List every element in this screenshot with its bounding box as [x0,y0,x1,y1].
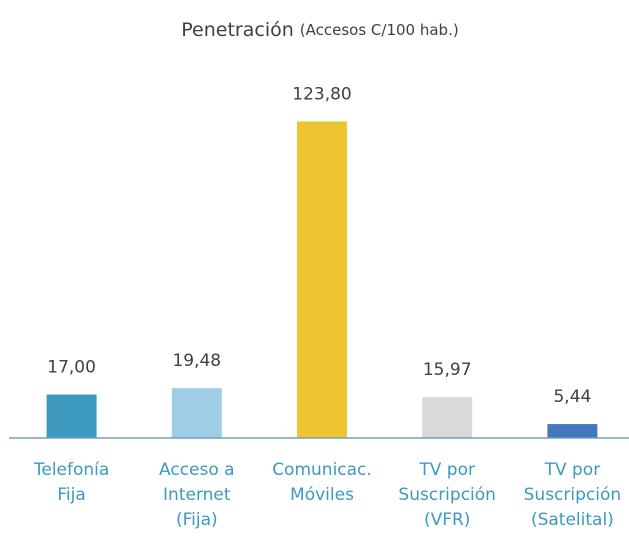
bar [46,394,97,438]
bar [547,424,598,438]
x-tick-label: Telefonía [33,460,109,480]
x-tick-label: Suscripción [398,485,496,505]
value-label: 123,80 [292,84,351,104]
x-tick-label: TV por [544,460,601,480]
chart-title: Penetración [181,19,294,41]
x-tick-label: Acceso a [159,460,235,480]
value-label: 15,97 [423,360,472,380]
x-tick-label: Fija [57,485,85,505]
value-label: 17,00 [47,358,96,378]
x-tick-label: Suscripción [524,485,622,505]
x-tick-label: TV por [418,460,475,480]
x-tick-label: Móviles [290,485,354,505]
bar [171,388,222,438]
x-tick-label: (Fija) [176,510,218,530]
x-tick-label: (VFR) [424,510,470,530]
x-tick-label: Comunicac. [272,460,372,480]
x-tick-label: Internet [163,485,231,505]
bar [422,397,473,438]
chart-subtitle: (Accesos C/100 hab.) [300,21,459,39]
chart-title-group: Penetración (Accesos C/100 hab.) [181,19,458,41]
value-label: 19,48 [172,351,221,371]
value-label: 5,44 [553,387,591,407]
x-tick-label: (Satelital) [531,510,614,530]
bar [297,121,347,438]
